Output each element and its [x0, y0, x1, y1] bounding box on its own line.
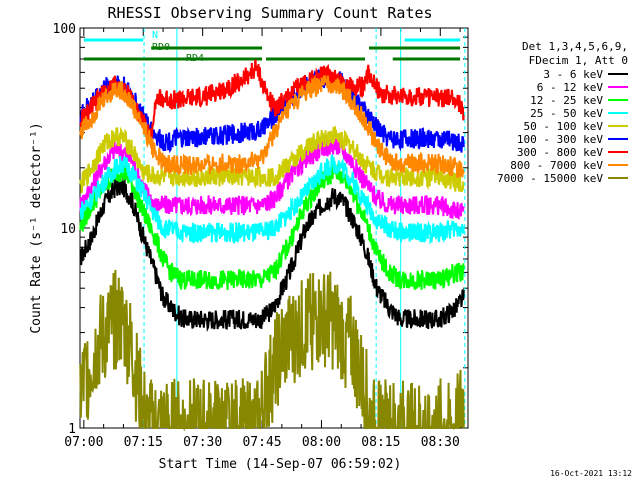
series-line — [79, 163, 465, 291]
series-line — [79, 269, 465, 432]
series-line — [79, 177, 465, 333]
flag-label: RD0 — [152, 42, 170, 53]
legend-label: 25 - 50 keV — [530, 107, 603, 120]
y-tick-label: 100 — [53, 22, 76, 37]
series-line — [79, 154, 465, 245]
x-axis-title: Start Time (14-Sep-07 06:59:02) — [159, 457, 402, 472]
legend: Det 1,3,4,5,6,9,FDecim 1, Att 03 - 6 keV… — [497, 40, 628, 185]
legend-header: Det 1,3,4,5,6,9, — [522, 40, 628, 53]
legend-label: 12 - 25 keV — [530, 94, 603, 107]
series-line — [79, 68, 465, 154]
legend-header: FDecim 1, Att 0 — [529, 54, 628, 67]
legend-label: 100 - 300 keV — [517, 133, 603, 146]
x-tick-label: 08:15 — [361, 435, 400, 450]
legend-label: 3 - 6 keV — [543, 68, 603, 81]
flag-label: RD4 — [186, 53, 204, 64]
x-tick-label: 08:30 — [421, 435, 460, 450]
flag-label: N — [152, 30, 158, 41]
plot-area: 1 10 100 07:00 07:15 07:30 07:45 08:00 08:15 08:3… — [53, 22, 469, 450]
series-line — [79, 124, 465, 194]
legend-label: 300 - 800 keV — [517, 146, 603, 159]
x-tick-label: 07:15 — [124, 435, 163, 450]
x-tick-label: 07:30 — [183, 435, 222, 450]
series-line — [79, 59, 465, 143]
legend-label: 6 - 12 keV — [537, 81, 604, 94]
x-tick-label: 08:00 — [302, 435, 341, 450]
x-tick-label: 07:00 — [64, 435, 103, 450]
y-axis-title: Count Rate (s⁻¹ detector⁻¹) — [29, 122, 44, 333]
legend-label: 50 - 100 keV — [524, 120, 604, 133]
y-axis-label: Count Rate (s⁻¹ detector⁻¹) — [29, 122, 44, 333]
footer-date: 16-Oct-2021 13:12 — [550, 469, 632, 478]
y-tick-label: 1 — [68, 422, 76, 437]
legend-label: 7000 - 15000 keV — [497, 172, 603, 185]
y-tick-label: 10 — [60, 222, 76, 237]
series-line — [79, 74, 465, 178]
legend-label: 800 - 7000 keV — [510, 159, 603, 172]
x-tick-label: 07:45 — [242, 435, 281, 450]
chart-title: RHESSI Observing Summary Count Rates — [107, 4, 432, 22]
